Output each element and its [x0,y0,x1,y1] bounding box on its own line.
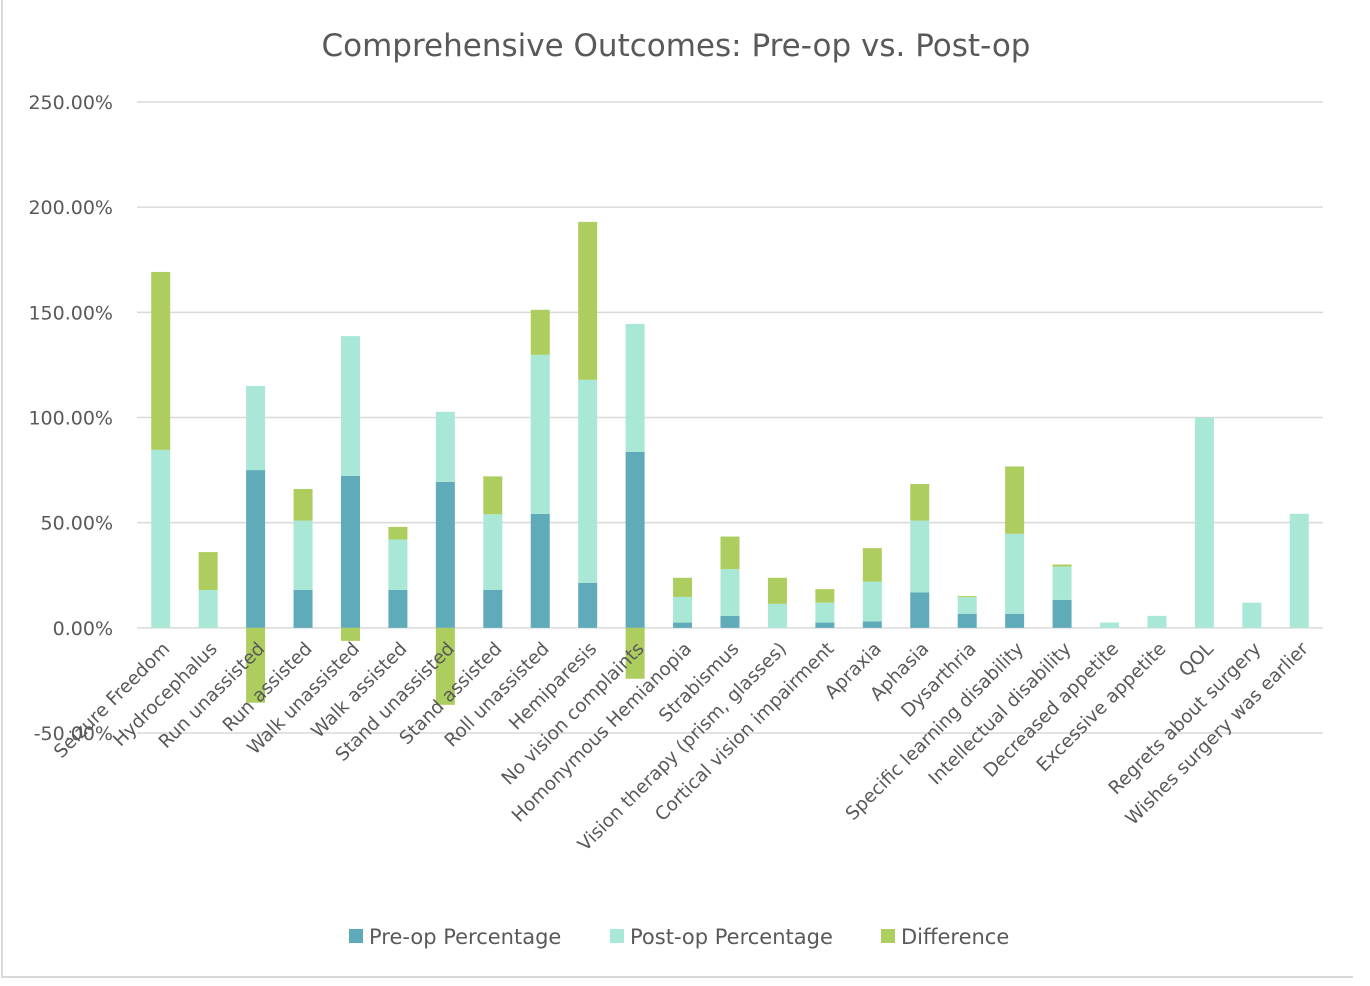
bar-pre-op [862,621,882,628]
bar-post-op [198,589,218,628]
legend: Pre-op Percentage Post-op Percentage Diffe… [349,925,1009,949]
legend-label: Difference [901,925,1009,949]
bar-difference [767,577,787,604]
y-tick-label: 100.00% [28,408,113,430]
bar-difference [578,221,598,380]
bar-post-op [625,323,645,452]
x-tick-label: QOL [1175,638,1218,681]
bar-pre-op [625,451,645,628]
bar-pre-op [910,592,930,628]
legend-swatch [610,929,624,943]
bar-difference [388,526,408,540]
y-tick-label: 50.00% [41,513,113,535]
chart-frame [1,0,1353,978]
bar-pre-op [388,589,408,628]
bar-post-op [720,569,740,616]
bar-post-op [293,520,313,590]
bar-difference [198,552,218,590]
bar-post-op [1194,417,1214,628]
bar-pre-op [1005,613,1025,628]
legend-item-difference[interactable]: Difference [881,925,1009,949]
bar-post-op [483,514,503,590]
bar-difference [862,548,882,582]
bar-difference [720,536,740,570]
y-tick-label: 200.00% [28,197,113,219]
bar-difference [293,489,313,521]
bar-difference [340,627,360,641]
y-axis-ticks: -50.00% 0.00% 50.00% 100.00% 150.00% 200.00% 2… [28,92,113,745]
bar-difference [435,627,455,705]
legend-item-pre-op[interactable]: Pre-op Percentage [349,925,561,949]
bar-pre-op [1052,599,1072,628]
bar-difference [483,476,503,515]
bar-difference [1052,564,1072,567]
y-tick-label: 250.00% [28,92,113,114]
bar-post-op [1005,533,1025,614]
bar-difference [673,577,693,597]
bar-difference [1005,466,1025,534]
bar-pre-op [720,615,740,628]
bar-post-op [388,539,408,590]
bar-post-op [1147,615,1167,628]
bar-post-op [340,336,360,476]
bar-difference [910,483,930,521]
bar-post-op [957,597,977,614]
bar-post-op [1052,566,1072,600]
bar-post-op [578,379,598,583]
bar-post-op [815,602,835,623]
bar-post-op [767,603,787,628]
bar-pre-op [530,513,550,628]
bar-post-op [246,385,266,471]
bar-difference [530,309,550,355]
bar-pre-op [435,481,455,628]
bar-post-op [1289,513,1309,628]
bar-pre-op [483,589,503,628]
bars [151,221,1309,705]
chart-title: Comprehensive Outcomes: Pre-op vs. Post-… [322,28,1031,64]
legend-swatch [349,929,363,943]
bar-post-op [435,411,455,482]
gridlines [137,101,1323,734]
bar-post-op [1100,622,1120,628]
bar-difference [815,589,835,603]
bar-pre-op [578,582,598,628]
bar-pre-op [246,470,266,628]
bar-post-op [530,354,550,514]
bar-pre-op [957,613,977,628]
bar-post-op [910,520,930,593]
bar-pre-op [815,622,835,628]
y-tick-label: 150.00% [28,302,113,324]
bar-post-op [151,449,171,628]
bar-pre-op [673,622,693,628]
legend-label: Post-op Percentage [630,925,833,949]
bar-post-op [862,581,882,622]
bar-difference [957,596,977,598]
legend-swatch [881,929,895,943]
bar-difference [151,271,171,450]
bar-post-op [673,596,693,623]
bar-difference [246,627,266,703]
bar-pre-op [293,589,313,628]
y-tick-label: 0.00% [53,618,113,640]
legend-label: Pre-op Percentage [369,925,561,949]
bar-pre-op [340,475,360,628]
bar-post-op [1242,602,1262,628]
bar-difference [625,627,645,679]
y-tick-label: -50.00% [34,723,113,745]
legend-item-post-op[interactable]: Post-op Percentage [610,925,833,949]
